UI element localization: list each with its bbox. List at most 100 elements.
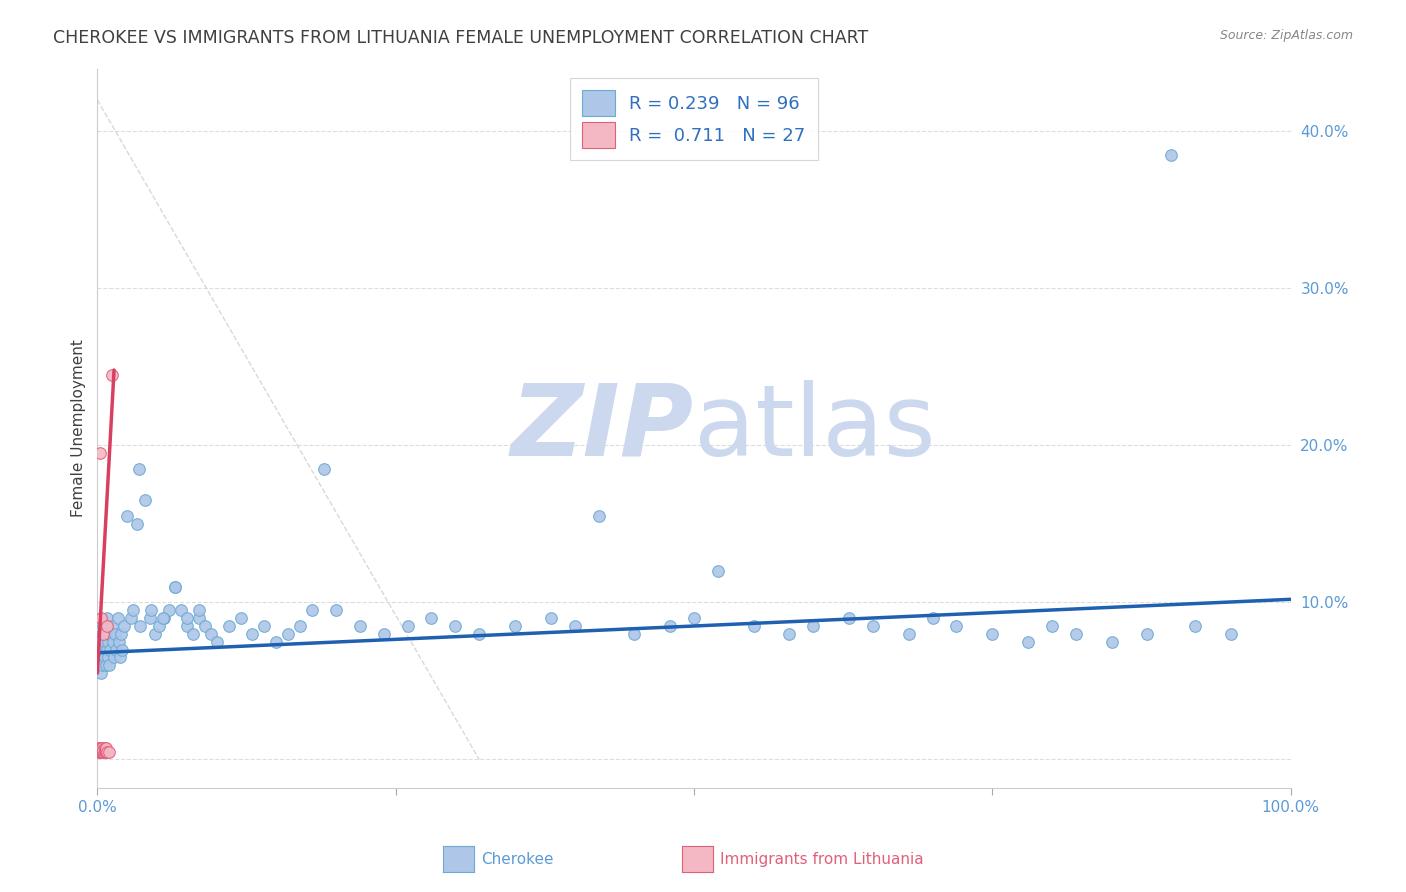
Point [170,603,193,617]
Point [143,627,166,641]
Point [218,619,240,633]
Text: Cherokee: Cherokee [481,853,554,867]
Point [101,634,124,648]
Point [153,611,176,625]
Point [181,627,204,641]
Point [540,611,562,625]
Point [187,611,209,625]
Point [659,619,682,633]
Point [176,611,198,625]
Point [139,603,162,617]
Text: CHEROKEE VS IMMIGRANTS FROM LITHUANIA FEMALE UNEMPLOYMENT CORRELATION CHART: CHEROKEE VS IMMIGRANTS FROM LITHUANIA FE… [53,29,869,46]
Point [89,741,111,756]
Point [115,509,138,524]
Point [93,634,115,648]
Point [91,741,114,756]
Point [89,650,111,665]
Point [1184,619,1206,633]
Point [187,603,209,617]
Point [93,741,115,756]
Point [103,650,125,665]
Point [129,619,152,633]
Point [91,745,114,759]
Point [396,619,419,633]
Point [90,666,112,681]
Point [91,627,114,641]
Point [90,743,112,757]
Point [163,580,186,594]
Point [1017,634,1039,648]
Point [96,642,118,657]
Point [89,446,111,460]
Point [91,658,114,673]
Point [100,642,122,657]
Point [98,627,121,641]
Point [91,627,114,641]
Point [152,611,174,625]
Text: ZIP: ZIP [510,380,695,476]
Point [623,627,645,641]
Point [110,627,132,641]
Point [94,658,117,673]
Point [100,368,122,382]
Point [266,634,288,648]
Point [90,741,112,756]
Point [97,650,120,665]
Point [1160,148,1182,162]
Point [157,603,180,617]
Point [108,650,131,665]
Point [588,509,610,524]
Point [242,627,264,641]
Point [87,741,110,756]
Point [253,619,276,633]
Point [373,627,395,641]
Point [96,611,118,625]
Point [897,627,920,641]
Point [87,745,110,759]
Point [444,619,467,633]
Point [87,634,110,648]
Point [91,743,114,757]
Point [148,619,170,633]
Point [100,619,122,633]
Point [349,619,371,633]
Point [290,619,312,633]
Point [105,642,128,657]
Point [1219,627,1241,641]
Point [277,627,299,641]
Point [94,745,117,759]
Point [91,619,114,633]
Point [122,603,145,617]
Point [87,743,110,757]
Point [1040,619,1063,633]
Point [104,627,127,641]
Point [94,743,117,757]
Y-axis label: Female Unemployment: Female Unemployment [72,339,86,517]
Point [125,516,148,531]
Point [163,580,186,594]
Point [707,564,730,578]
Point [205,634,228,648]
Text: atlas: atlas [695,380,935,476]
Point [862,619,884,633]
Point [90,611,112,625]
Point [194,619,217,633]
Point [94,741,117,756]
Point [112,619,135,633]
Point [778,627,800,641]
Point [107,611,129,625]
Point [838,611,860,625]
Text: Source: ZipAtlas.com: Source: ZipAtlas.com [1219,29,1353,42]
Point [91,642,114,657]
Point [981,627,1004,641]
Point [801,619,824,633]
Point [134,493,156,508]
Point [91,745,114,759]
Legend: R = 0.239   N = 96, R =  0.711   N = 27: R = 0.239 N = 96, R = 0.711 N = 27 [569,78,818,161]
Point [564,619,586,633]
Point [200,627,222,641]
Text: Immigrants from Lithuania: Immigrants from Lithuania [720,853,924,867]
Point [98,658,121,673]
Point [97,634,120,648]
Point [325,603,347,617]
